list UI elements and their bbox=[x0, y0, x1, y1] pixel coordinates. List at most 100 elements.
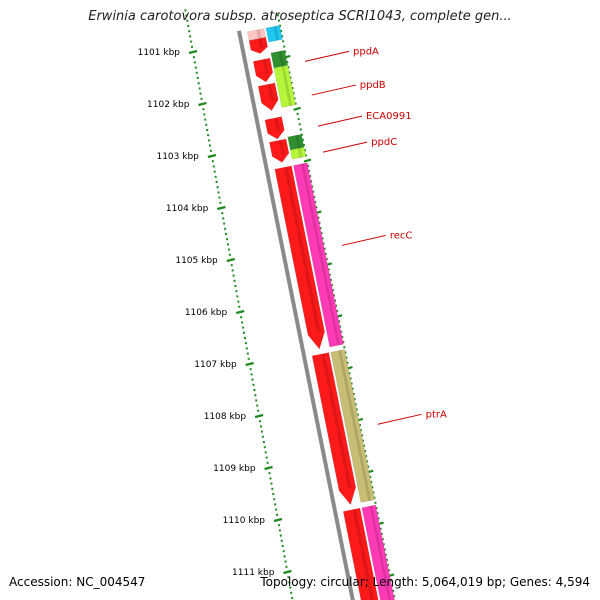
gene-labels: ppdA ppdB ECA0991 ppdC recC ptrA bbox=[304, 46, 447, 425]
ruler-minor-tick bbox=[282, 550, 285, 553]
ruler-minor-tick bbox=[278, 529, 281, 532]
ppdC-cds[interactable] bbox=[264, 116, 285, 140]
outer-minor-tick bbox=[320, 232, 323, 235]
next-cds-shade bbox=[352, 508, 374, 600]
ppdC-cds-2-shade bbox=[278, 139, 285, 155]
outer-minor-tick bbox=[391, 584, 394, 587]
outer-minor-tick bbox=[351, 387, 354, 390]
recC-cds[interactable] bbox=[274, 165, 325, 350]
outer-minor-tick bbox=[336, 309, 339, 312]
outer-minor-tick bbox=[318, 221, 321, 224]
outer-minor-tick bbox=[280, 29, 283, 32]
outer-minor-tick bbox=[380, 532, 383, 535]
ppdA-cds-shade bbox=[258, 38, 264, 49]
ptrA-olive[interactable] bbox=[330, 349, 375, 503]
ptrA-cds[interactable] bbox=[311, 352, 357, 506]
ppdC-cds-2[interactable] bbox=[269, 138, 290, 163]
ruler-minor-tick bbox=[216, 186, 219, 189]
outer-minor-tick bbox=[392, 589, 395, 592]
outer-minor-tick bbox=[286, 61, 289, 64]
ruler-minor-tick bbox=[283, 555, 286, 558]
gene-label[interactable]: ppdB bbox=[360, 80, 386, 91]
ruler-major-tick bbox=[254, 413, 264, 419]
outer-minor-tick bbox=[311, 185, 314, 188]
ppdA-cds[interactable] bbox=[248, 36, 268, 54]
ruler-minor-tick bbox=[234, 285, 237, 287]
ruler-minor-tick bbox=[265, 456, 268, 459]
outer-minor-tick bbox=[301, 138, 304, 141]
outer-major-tick bbox=[303, 158, 312, 163]
genome-backbone bbox=[237, 30, 355, 600]
ruler-minor-tick bbox=[233, 279, 236, 282]
outer-minor-tick bbox=[365, 455, 368, 458]
ruler-major-tick bbox=[188, 49, 198, 55]
ruler-minor-tick bbox=[206, 129, 209, 131]
outer-minor-tick bbox=[279, 24, 282, 27]
gene-label[interactable]: ppdC bbox=[371, 137, 397, 148]
ruler-minor-tick bbox=[207, 134, 210, 137]
outer-minor-tick bbox=[321, 237, 324, 240]
outer-minor-tick bbox=[386, 564, 389, 567]
outer-minor-tick bbox=[334, 299, 337, 302]
outer-minor-tick bbox=[382, 543, 385, 546]
next-magenta[interactable] bbox=[361, 504, 395, 600]
outer-minor-tick bbox=[369, 475, 372, 478]
ruler-minor-tick bbox=[191, 45, 194, 48]
ruler-tick-label: 1111 kbp bbox=[232, 568, 275, 578]
gene-label[interactable]: recC bbox=[390, 230, 413, 241]
ppdB-green[interactable] bbox=[273, 64, 296, 108]
outer-minor-tick bbox=[346, 361, 349, 364]
ruler-minor-tick bbox=[232, 274, 235, 277]
ruler-minor-tick bbox=[188, 30, 191, 33]
outer-minor-tick bbox=[355, 408, 358, 411]
ruler-minor-tick bbox=[186, 19, 189, 22]
next-cds[interactable] bbox=[342, 507, 379, 600]
ruler-minor-tick bbox=[291, 597, 294, 599]
ruler-minor-tick bbox=[196, 77, 199, 79]
outer-minor-tick bbox=[363, 444, 366, 447]
outer-minor-tick bbox=[381, 538, 384, 541]
gene-label[interactable]: ECA0991 bbox=[366, 111, 412, 122]
ruler-minor-tick bbox=[264, 451, 267, 454]
ruler-tick-label: 1108 kbp bbox=[204, 412, 247, 422]
outer-minor-tick bbox=[367, 465, 370, 468]
ruler-minor-tick bbox=[237, 300, 240, 303]
gene-features bbox=[246, 25, 395, 600]
ruler-minor-tick bbox=[256, 404, 259, 407]
outer-minor-tick bbox=[330, 284, 333, 287]
ppdC-lightgreen[interactable] bbox=[289, 146, 307, 160]
ppdB-cds-2-shade bbox=[267, 83, 275, 102]
ruler-minor-tick bbox=[215, 181, 218, 183]
outer-minor-tick bbox=[374, 501, 377, 504]
ruler-minor-tick bbox=[281, 545, 284, 547]
ruler-minor-tick bbox=[187, 25, 190, 27]
outer-minor-tick bbox=[324, 252, 327, 255]
ruler-minor-tick bbox=[202, 108, 205, 111]
ruler-minor-tick bbox=[184, 9, 187, 12]
ruler-minor-tick bbox=[208, 139, 211, 142]
gene-label[interactable]: ptrA bbox=[426, 409, 447, 420]
ruler-minor-tick bbox=[250, 373, 253, 376]
ruler-major-tick bbox=[283, 569, 292, 575]
outer-minor-tick bbox=[314, 201, 317, 204]
ruler-minor-tick bbox=[226, 243, 229, 246]
gene-label[interactable]: ppdA bbox=[353, 46, 379, 57]
ppdB-cds-2[interactable] bbox=[257, 82, 279, 111]
gene-label-leader bbox=[341, 234, 386, 246]
gene-label-leader bbox=[317, 115, 363, 127]
recC-magenta[interactable] bbox=[293, 162, 344, 348]
outer-minor-tick bbox=[290, 81, 293, 84]
outer-minor-tick bbox=[344, 351, 347, 354]
ruler-minor-tick bbox=[214, 175, 217, 178]
ppdB-cds[interactable] bbox=[252, 57, 274, 83]
ruler-minor-tick bbox=[251, 378, 254, 381]
outer-minor-tick bbox=[276, 14, 279, 17]
ruler-major-tick bbox=[264, 465, 273, 471]
outer-minor-tick bbox=[353, 398, 356, 401]
outer-minor-tick bbox=[281, 35, 284, 38]
ruler-minor-tick bbox=[198, 87, 201, 90]
cyan-block[interactable] bbox=[265, 25, 283, 43]
ruler-tick-label: 1105 kbp bbox=[175, 256, 218, 266]
outer-minor-tick bbox=[328, 273, 331, 276]
